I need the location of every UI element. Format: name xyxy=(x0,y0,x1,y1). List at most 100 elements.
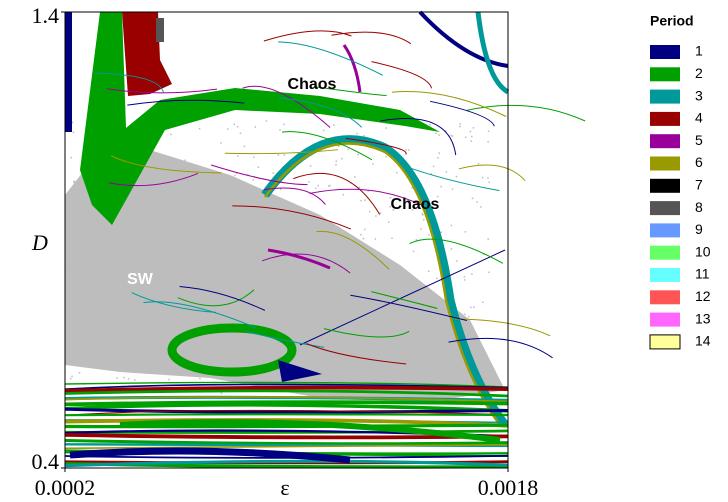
sw-speck xyxy=(295,244,297,246)
sw-speck xyxy=(258,274,260,276)
sw-speck xyxy=(404,352,406,354)
sw-speck xyxy=(440,361,443,363)
sw-speck xyxy=(354,176,356,178)
sw-speck xyxy=(453,374,455,376)
period-region xyxy=(267,248,331,270)
sw-speck xyxy=(97,323,99,325)
sw-speck xyxy=(464,279,466,281)
period-region xyxy=(454,318,551,337)
sw-speck xyxy=(435,132,437,134)
period-region xyxy=(179,286,266,311)
sw-speck xyxy=(386,339,389,342)
sw-speck xyxy=(480,206,482,208)
period-region xyxy=(299,249,506,346)
sw-speck xyxy=(72,203,74,205)
sw-speck xyxy=(72,131,75,134)
sw-speck xyxy=(328,238,330,240)
sw-speck xyxy=(327,274,330,276)
sw-speck xyxy=(296,330,298,332)
sw-speck xyxy=(474,344,476,346)
sw-speck xyxy=(237,155,239,157)
period-region xyxy=(278,41,383,76)
sw-speck xyxy=(124,312,127,315)
legend-label: 5 xyxy=(695,132,703,148)
sw-speck xyxy=(374,238,377,240)
sw-speck xyxy=(406,349,409,352)
sw-speck xyxy=(464,231,467,233)
sw-speck xyxy=(372,163,374,165)
sw-speck xyxy=(335,163,337,166)
period-region xyxy=(64,438,509,446)
period-region xyxy=(143,301,256,329)
sw-speck xyxy=(175,182,177,184)
sw-speck xyxy=(299,233,302,235)
period-region xyxy=(64,383,509,390)
sw-speck xyxy=(308,181,310,183)
sw-speck xyxy=(363,135,365,137)
sw-speck xyxy=(469,130,472,133)
sw-speck xyxy=(390,288,392,290)
period-region xyxy=(430,100,495,127)
sw-speck xyxy=(415,238,418,241)
sw-speck xyxy=(433,347,435,350)
sw-speck xyxy=(314,187,317,190)
sw-speck xyxy=(236,126,239,128)
sw-speck xyxy=(98,220,100,222)
legend-label: 14 xyxy=(695,333,711,349)
sw-speck xyxy=(137,368,139,371)
period-region xyxy=(263,142,501,426)
sw-speck xyxy=(251,294,253,296)
sw-speck xyxy=(102,233,105,236)
period-region xyxy=(409,238,504,264)
sw-speck xyxy=(81,355,84,357)
sw-speck xyxy=(108,297,110,300)
period-region xyxy=(110,155,222,174)
sw-speck xyxy=(407,149,410,151)
sw-speck xyxy=(243,208,246,210)
sw-speck xyxy=(203,201,205,203)
sw-speck xyxy=(358,241,360,244)
sw-speck xyxy=(445,130,447,132)
sw-speck xyxy=(267,276,269,279)
sw-speck xyxy=(185,204,187,207)
sw-speck xyxy=(70,354,73,356)
sw-speck xyxy=(142,179,145,181)
x-tick-label: 0.0018 xyxy=(478,475,539,500)
period-region xyxy=(64,454,509,459)
sw-speck xyxy=(73,180,76,182)
sw-speck xyxy=(253,359,255,361)
sw-speck xyxy=(391,237,393,239)
period-region xyxy=(261,253,351,274)
sw-speck xyxy=(423,293,426,295)
sw-speck xyxy=(131,227,134,230)
sw-speck xyxy=(356,355,358,358)
period-region xyxy=(458,164,526,181)
sw-speck xyxy=(249,202,252,205)
sw-speck xyxy=(338,316,341,319)
legend-swatch xyxy=(650,134,680,149)
sw-speck xyxy=(487,238,489,240)
sw-speck xyxy=(157,277,159,279)
sw-speck xyxy=(340,157,343,160)
sw-speck xyxy=(221,303,224,305)
sw-speck xyxy=(378,264,381,266)
sw-speck xyxy=(153,207,155,209)
period-region xyxy=(65,12,72,132)
sw-speck xyxy=(82,281,85,284)
sw-speck xyxy=(235,291,238,293)
sw-speck xyxy=(261,286,264,288)
sw-speck xyxy=(272,172,274,174)
sw-speck xyxy=(392,209,395,211)
sw-speck xyxy=(89,278,92,281)
sw-speck xyxy=(303,254,306,257)
period-region xyxy=(331,31,412,45)
sw-speck xyxy=(263,228,265,230)
sw-speck xyxy=(216,233,218,236)
sw-speck xyxy=(74,189,76,192)
sw-speck xyxy=(403,365,406,368)
legend-label: 2 xyxy=(695,65,703,81)
sw-speck xyxy=(472,127,475,129)
legend-label: 11 xyxy=(695,266,710,282)
period-region xyxy=(278,360,322,382)
period-region xyxy=(309,188,425,207)
